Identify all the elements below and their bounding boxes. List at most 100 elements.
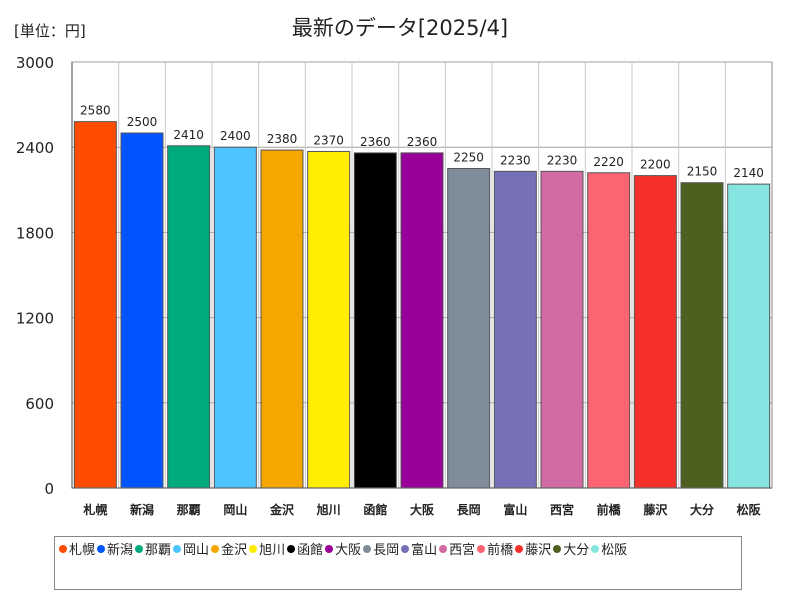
x-tick-label: 大分 — [690, 502, 714, 517]
x-tick-label: 西宮 — [550, 502, 574, 517]
y-tick-label: 1800 — [16, 224, 54, 242]
bar — [680, 182, 724, 489]
legend-label: 札幌 — [69, 543, 96, 558]
y-tick-label: 1200 — [16, 310, 54, 328]
legend-label: 前橋 — [487, 543, 514, 558]
x-tick-label: 長岡 — [457, 502, 481, 517]
legend-label: 岡山 — [183, 543, 210, 558]
data-label: 2370 — [313, 133, 344, 147]
chart-title: 最新のデータ[2025/4] — [291, 16, 509, 40]
x-tick-label: 前橋 — [597, 502, 622, 517]
legend-label: 大阪 — [335, 543, 362, 558]
legend-marker — [553, 545, 562, 553]
x-tick-label: 松阪 — [737, 502, 762, 517]
x-tick-label: 大阪 — [410, 502, 435, 517]
bar — [73, 121, 117, 489]
legend-label: 富山 — [411, 543, 438, 558]
legend-marker — [477, 545, 486, 553]
x-tick-label: 藤沢 — [642, 502, 668, 517]
data-label: 2360 — [360, 135, 391, 149]
x-tick-label: 那覇 — [177, 503, 201, 517]
legend-label: 藤沢 — [525, 543, 552, 558]
legend-item: 金沢 — [211, 541, 247, 561]
legend-item: 岡山 — [173, 541, 209, 561]
bar — [167, 145, 211, 489]
legend-item: 西宮 — [439, 541, 475, 561]
x-tick-label: 岡山 — [223, 502, 247, 517]
data-label: 2500 — [127, 115, 158, 129]
legend: 札幌 新潟 那覇 岡山 金沢 旭川 函館 大阪 長岡 富山 西宮 前橋 藤沢 大分 松阪 — [54, 536, 742, 590]
data-label: 2230 — [547, 153, 578, 167]
data-label: 2140 — [733, 166, 764, 180]
data-label: 2150 — [687, 165, 718, 179]
legend-marker — [515, 545, 524, 553]
legend-label: 長岡 — [373, 543, 400, 558]
data-label: 2220 — [593, 155, 624, 169]
data-label: 2580 — [80, 104, 111, 118]
bar — [633, 175, 677, 489]
legend-marker — [401, 545, 410, 553]
legend-item: 函館 — [287, 541, 323, 561]
legend-marker — [173, 545, 182, 553]
data-label: 2360 — [407, 135, 438, 149]
y-tick-label: 2400 — [16, 139, 54, 157]
bar — [587, 172, 631, 489]
legend-item: 大分 — [553, 541, 589, 561]
legend-label: 那覇 — [145, 543, 172, 558]
data-label: 2400 — [220, 129, 251, 143]
legend-marker — [135, 545, 144, 553]
data-label: 2250 — [453, 151, 484, 165]
legend-marker — [287, 545, 296, 553]
data-label: 2410 — [173, 128, 204, 142]
legend-label: 西宮 — [449, 543, 476, 558]
legend-label: 函館 — [297, 543, 324, 558]
data-label: 2230 — [500, 153, 531, 167]
bar — [540, 170, 584, 489]
x-tick-label: 新潟 — [130, 502, 154, 517]
legend-marker — [59, 545, 67, 553]
legend-label: 松阪 — [601, 543, 628, 558]
bar — [400, 152, 444, 489]
y-tick-label: 600 — [25, 395, 54, 413]
legend-marker — [211, 545, 220, 553]
x-tick-label: 富山 — [503, 502, 527, 517]
x-tick-label: 札幌 — [82, 502, 107, 517]
legend-label: 新潟 — [107, 543, 134, 558]
data-label: 2200 — [640, 158, 671, 172]
legend-label: 旭川 — [259, 543, 286, 558]
legend-marker — [363, 545, 372, 553]
y-tick-label: 0 — [44, 480, 54, 498]
legend-item: 長岡 — [363, 541, 399, 561]
bar — [307, 150, 351, 489]
bar — [260, 149, 304, 489]
bar — [120, 132, 164, 489]
legend-item: 新潟 — [97, 541, 133, 561]
data-label: 2380 — [267, 132, 298, 146]
legend-item: 札幌 — [59, 541, 95, 561]
x-tick-label: 旭川 — [316, 502, 341, 517]
legend-item: 松阪 — [591, 541, 627, 561]
bar — [353, 152, 397, 489]
legend-item: 藤沢 — [515, 541, 551, 561]
legend-marker — [97, 545, 106, 553]
unit-label: [単位：円] — [14, 22, 86, 40]
legend-item: 大阪 — [325, 541, 361, 561]
bar — [213, 146, 257, 489]
legend-label: 金沢 — [221, 543, 248, 558]
legend-item: 前橋 — [477, 541, 513, 561]
legend-label: 大分 — [563, 543, 590, 558]
x-tick-label: 函館 — [363, 502, 387, 517]
bar — [493, 170, 537, 489]
x-tick-label: 金沢 — [269, 502, 295, 517]
legend-marker — [325, 545, 334, 553]
bar — [727, 183, 771, 489]
bar — [447, 168, 491, 489]
legend-marker — [439, 545, 448, 553]
legend-item: 那覇 — [135, 541, 171, 561]
legend-marker — [249, 545, 258, 553]
legend-item: 富山 — [401, 541, 437, 561]
y-tick-label: 3000 — [16, 54, 54, 72]
legend-item: 旭川 — [249, 541, 285, 561]
legend-marker — [591, 545, 600, 553]
